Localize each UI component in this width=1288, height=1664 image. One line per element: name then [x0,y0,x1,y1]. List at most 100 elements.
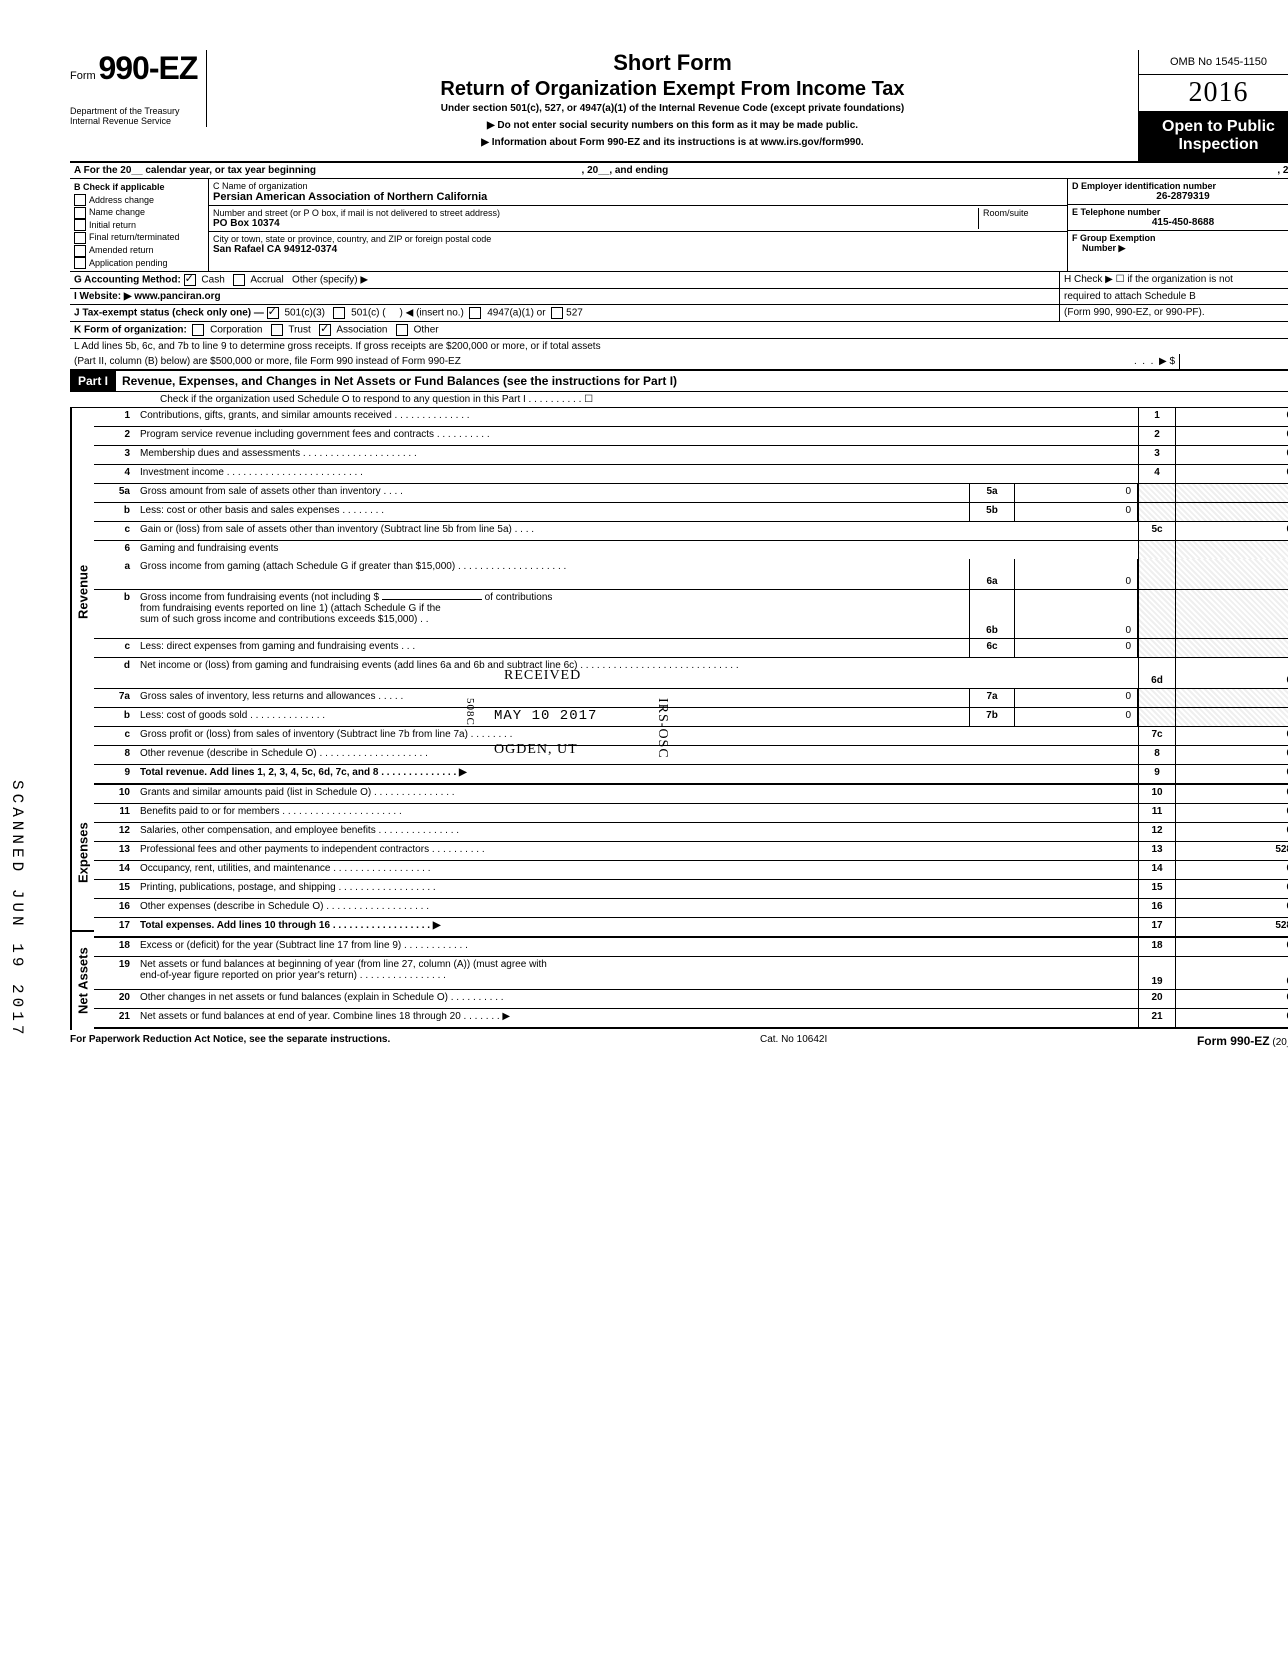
line-7b-midbox: 7b [969,708,1015,726]
line-12-desc: Salaries, other compensation, and employ… [136,823,1138,841]
chk-amended[interactable] [74,245,86,257]
line-4-num: 4 [94,465,136,483]
line-6-rval [1175,541,1288,559]
line-15-val: 0 [1175,880,1288,898]
footer-year: (20__ [1272,1037,1288,1048]
line-i: I Website: ▶ www.panciran.org required t… [70,289,1288,305]
chk-527[interactable] [551,307,563,319]
col-b: B Check if applicable Address change Nam… [70,179,209,271]
lbl-501c: 501(c) ( [351,308,385,319]
lbl-address-change: Address change [89,195,154,205]
line-5a-rval [1175,484,1288,502]
tax-year: 2016 [1138,75,1288,112]
line-6c: c Less: direct expenses from gaming and … [94,639,1288,658]
chk-initial-return[interactable] [74,219,86,231]
line-7c-box: 7c [1138,727,1175,745]
omb-number: OMB No 1545-1150 [1138,50,1288,75]
line-8-box: 8 [1138,746,1175,764]
line-5c-val: 0 [1175,522,1288,540]
website-value: www.panciran.org [134,291,220,302]
chk-name-change[interactable] [74,207,86,219]
line-7b: b Less: cost of goods sold . . . . . . .… [94,708,1288,727]
line-5a-rbox [1138,484,1175,502]
line-6d-box: 6d [1138,658,1175,688]
line-19-d2: end-of-year figure reported on prior yea… [140,970,446,981]
side-netassets: Net Assets [70,930,94,1030]
form-prefix: Form [70,70,96,82]
line-5a-midval: 0 [1015,484,1138,502]
line-6: 6 Gaming and fundraising events [94,541,1288,559]
line-11-desc: Benefits paid to or for members . . . . … [136,804,1138,822]
line-15: 15 Printing, publications, postage, and … [94,880,1288,899]
line-7a-rbox [1138,689,1175,707]
chk-app-pending[interactable] [74,257,86,269]
line-6c-rval [1175,639,1288,657]
line-2-box: 2 [1138,427,1175,445]
line-6b-midbox: 6b [969,590,1015,638]
line-7a-midval: 0 [1015,689,1138,707]
chk-501c[interactable] [333,307,345,319]
line-6a-rval [1175,559,1288,589]
line-20-num: 20 [94,990,136,1008]
line-20-desc: Other changes in net assets or fund bala… [136,990,1138,1008]
line-7a-midbox: 7a [969,689,1015,707]
chk-final-return[interactable] [74,232,86,244]
line-19-num: 19 [94,957,136,989]
line-5c-num: c [94,522,136,540]
chk-accrual[interactable] [233,274,245,286]
line-6b-d4: sum of such gross income and contributio… [140,614,429,625]
footer: For Paperwork Reduction Act Notice, see … [70,1030,1288,1048]
line-h-text3: (Form 990, 990-EZ, or 990-PF). [1059,305,1288,321]
line-18: 18 Excess or (deficit) for the year (Sub… [94,938,1288,957]
line-14-desc: Occupancy, rent, utilities, and maintena… [136,861,1138,879]
line-14: 14 Occupancy, rent, utilities, and maint… [94,861,1288,880]
line-10-desc: Grants and similar amounts paid (list in… [136,785,1138,803]
line-7c: c Gross profit or (loss) from sales of i… [94,727,1288,746]
line-6a-midval: 0 [1015,559,1138,589]
line-12-num: 12 [94,823,136,841]
city-label: City or town, state or province, country… [213,234,1063,244]
chk-other-org[interactable] [396,324,408,336]
org-info-block: B Check if applicable Address change Nam… [70,179,1288,272]
line-18-desc: Excess or (deficit) for the year (Subtra… [136,938,1138,956]
chk-trust[interactable] [271,324,283,336]
lbl-amended: Amended return [89,245,154,255]
line-16-desc: Other expenses (describe in Schedule O) … [136,899,1138,917]
line-19: 19 Net assets or fund balances at beginn… [94,957,1288,990]
line-7b-rval [1175,708,1288,726]
side-revenue: Revenue [70,408,94,776]
group-exempt-number: Number ▶ [1072,243,1288,254]
part-1-body: Revenue Expenses Net Assets RECEIVED MAY… [70,408,1288,1030]
chk-cash[interactable] [184,274,196,286]
line-8-val: 0 [1175,746,1288,764]
line-4-val: 0 [1175,465,1288,483]
line-11-val: 0 [1175,804,1288,822]
line-19-d1: Net assets or fund balances at beginning… [140,959,547,970]
phone-label: E Telephone number [1072,207,1288,217]
chk-address-change[interactable] [74,194,86,206]
chk-assoc[interactable] [319,324,331,336]
line-a: A For the 20__ calendar year, or tax yea… [70,161,1288,179]
line-6a-num: a [94,559,136,589]
line-6-desc: Gaming and fundraising events [136,541,1138,559]
chk-corp[interactable] [192,324,204,336]
line-20-box: 20 [1138,990,1175,1008]
line-6b-d3: from fundraising events reported on line… [140,603,441,614]
chk-4947[interactable] [469,307,481,319]
form-number: 990-EZ [98,50,197,86]
line-9-num: 9 [94,765,136,783]
line-1-desc: Contributions, gifts, grants, and simila… [136,408,1138,426]
chk-501c3[interactable] [267,307,279,319]
lbl-other-method: Other (specify) ▶ [292,275,368,286]
line-6c-desc: Less: direct expenses from gaming and fu… [136,639,969,657]
part-1-title: Revenue, Expenses, and Changes in Net As… [116,371,1288,391]
line-4-box: 4 [1138,465,1175,483]
line-6b-rbox [1138,590,1175,638]
line-10: 10 Grants and similar amounts paid (list… [94,785,1288,804]
line-l-value: 0 [1179,354,1288,369]
line-9-val: 0 [1175,765,1288,783]
line-6b-d1: Gross income from fundraising events (no… [140,592,379,603]
line-7c-desc: Gross profit or (loss) from sales of inv… [136,727,1138,745]
line-6d-num: d [94,658,136,688]
line-6b-d2: of contributions [485,592,553,603]
